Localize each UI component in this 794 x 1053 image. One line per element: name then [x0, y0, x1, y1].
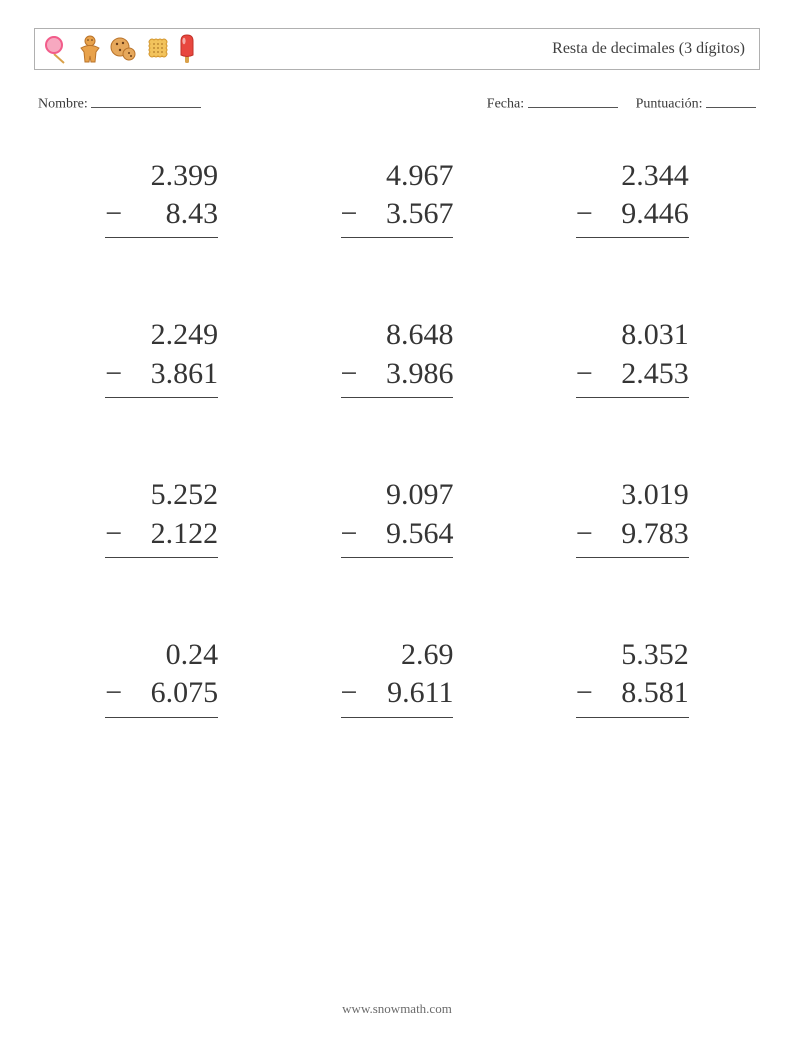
- answer-rule: [576, 237, 689, 238]
- minus-operator: −: [105, 674, 128, 712]
- minus-operator: −: [105, 355, 128, 393]
- minuend: 3.019: [599, 476, 689, 514]
- subtraction-stack: 5.352−8.581: [576, 636, 689, 718]
- subtrahend: 8.581: [599, 674, 689, 712]
- problem: 9.097−9.564: [299, 476, 494, 558]
- minus-operator: −: [341, 674, 364, 712]
- gingerbread-icon: [77, 34, 103, 64]
- subtraction-stack: 2.69−9.611: [341, 636, 454, 718]
- minus-operator: −: [341, 195, 364, 233]
- minus-operator: −: [105, 515, 128, 553]
- meta-row: Nombre: Fecha: Puntuación:: [34, 94, 760, 113]
- minuend: 5.252: [128, 476, 218, 514]
- name-field: Nombre:: [38, 94, 201, 113]
- minus-operator: −: [341, 355, 364, 393]
- answer-rule: [576, 397, 689, 398]
- date-blank: [528, 94, 618, 108]
- answer-rule: [105, 717, 218, 718]
- answer-rule: [105, 397, 218, 398]
- problem: 4.967−3.567: [299, 157, 494, 239]
- subtrahend: 6.075: [128, 674, 218, 712]
- minuend: 0.24: [128, 636, 218, 674]
- answer-rule: [576, 557, 689, 558]
- problem-grid: 2.399−8.434.967−3.5672.344−9.4462.249−3.…: [34, 157, 760, 718]
- subtrahend: 2.122: [128, 515, 218, 553]
- minuend: 2.69: [363, 636, 453, 674]
- cracker-icon: [145, 34, 171, 64]
- subtrahend: 3.567: [363, 195, 453, 233]
- subtrahend: 3.986: [363, 355, 453, 393]
- answer-rule: [105, 557, 218, 558]
- subtrahend: 3.861: [128, 355, 218, 393]
- minuend: 2.249: [128, 316, 218, 354]
- subtraction-stack: 8.648−3.986: [341, 316, 454, 398]
- problem: 5.352−8.581: [535, 636, 730, 718]
- answer-rule: [341, 717, 454, 718]
- problem: 8.648−3.986: [299, 316, 494, 398]
- cookies-icon: [109, 34, 139, 64]
- subtraction-stack: 2.399−8.43: [105, 157, 218, 239]
- problem: 5.252−2.122: [64, 476, 259, 558]
- popsicle-icon: [177, 33, 197, 65]
- minuend: 9.097: [363, 476, 453, 514]
- subtraction-stack: 0.24−6.075: [105, 636, 218, 718]
- score-blank: [706, 94, 756, 108]
- problem: 8.031−2.453: [535, 316, 730, 398]
- problem: 2.69−9.611: [299, 636, 494, 718]
- subtrahend: 9.783: [599, 515, 689, 553]
- minus-operator: −: [576, 515, 599, 553]
- answer-rule: [341, 237, 454, 238]
- icon-strip: [45, 33, 197, 65]
- minuend: 5.352: [599, 636, 689, 674]
- name-label: Nombre:: [38, 97, 88, 112]
- score-field: Puntuación:: [636, 94, 756, 113]
- problem: 2.399−8.43: [64, 157, 259, 239]
- subtraction-stack: 5.252−2.122: [105, 476, 218, 558]
- subtrahend: 9.564: [363, 515, 453, 553]
- minuend: 4.967: [363, 157, 453, 195]
- date-label: Fecha:: [487, 97, 524, 112]
- problem: 2.249−3.861: [64, 316, 259, 398]
- subtraction-stack: 4.967−3.567: [341, 157, 454, 239]
- problem: 0.24−6.075: [64, 636, 259, 718]
- minuend: 8.648: [363, 316, 453, 354]
- name-blank: [91, 94, 201, 108]
- footer-url: www.snowmath.com: [0, 1001, 794, 1017]
- answer-rule: [576, 717, 689, 718]
- score-label: Puntuación:: [636, 97, 703, 112]
- answer-rule: [105, 237, 218, 238]
- subtraction-stack: 9.097−9.564: [341, 476, 454, 558]
- date-field: Fecha:: [487, 94, 618, 113]
- problem: 2.344−9.446: [535, 157, 730, 239]
- minus-operator: −: [576, 355, 599, 393]
- lollipop-icon: [45, 34, 71, 64]
- subtrahend: 2.453: [599, 355, 689, 393]
- subtrahend: 9.446: [599, 195, 689, 233]
- minus-operator: −: [105, 195, 128, 233]
- minus-operator: −: [576, 674, 599, 712]
- subtraction-stack: 3.019−9.783: [576, 476, 689, 558]
- header-bar: Resta de decimales (3 dígitos): [34, 28, 760, 70]
- minuend: 2.399: [128, 157, 218, 195]
- subtraction-stack: 2.344−9.446: [576, 157, 689, 239]
- answer-rule: [341, 397, 454, 398]
- problem: 3.019−9.783: [535, 476, 730, 558]
- subtrahend: 9.611: [363, 674, 453, 712]
- minus-operator: −: [576, 195, 599, 233]
- answer-rule: [341, 557, 454, 558]
- subtrahend: 8.43: [128, 195, 218, 233]
- minus-operator: −: [341, 515, 364, 553]
- subtraction-stack: 8.031−2.453: [576, 316, 689, 398]
- subtraction-stack: 2.249−3.861: [105, 316, 218, 398]
- minuend: 2.344: [599, 157, 689, 195]
- minuend: 8.031: [599, 316, 689, 354]
- worksheet-title: Resta de decimales (3 dígitos): [552, 40, 745, 58]
